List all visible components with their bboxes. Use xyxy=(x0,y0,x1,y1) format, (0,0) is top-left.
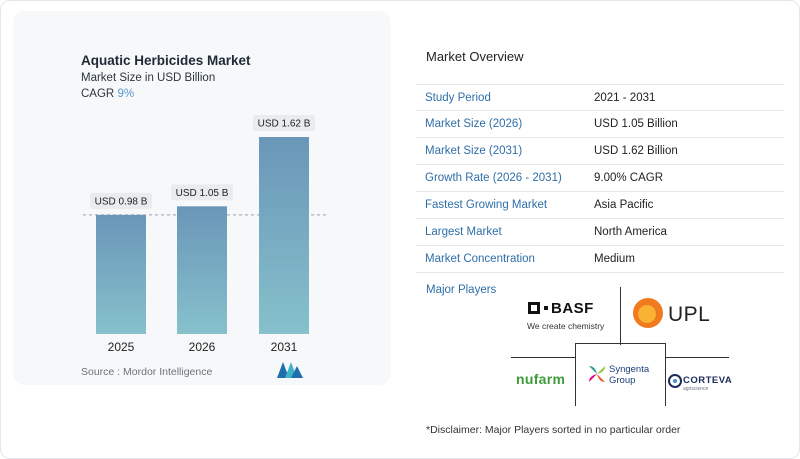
overview-row-label: Largest Market xyxy=(425,226,502,238)
overview-row-value: Medium xyxy=(594,253,635,265)
overview-row: Fastest Growing Market Asia Pacific xyxy=(416,192,784,219)
overview-row: Growth Rate (2026 - 2031) 9.00% CAGR xyxy=(416,165,784,192)
overview-row-value: Asia Pacific xyxy=(594,199,654,211)
divider xyxy=(511,357,575,358)
x-tick-label: 2026 xyxy=(189,340,216,354)
data-label-box xyxy=(253,115,315,131)
overview-row-label: Market Size (2026) xyxy=(425,118,523,130)
syngenta-logo-icon xyxy=(589,366,605,382)
source-note: Source : Mordor Intelligence xyxy=(81,366,213,378)
syngenta-name: Syngenta Group xyxy=(609,364,650,386)
divider xyxy=(620,287,621,345)
nufarm-name: nufarm xyxy=(516,371,566,387)
basf-name: BASF xyxy=(551,300,594,317)
bar xyxy=(259,137,309,334)
overview-row: Market Size (2026) USD 1.05 Billion xyxy=(416,111,784,138)
divider xyxy=(665,343,666,406)
cagr-value: 9% xyxy=(117,88,135,100)
overview-row-label: Market Size (2031) xyxy=(425,145,523,157)
overview-row-label: Fastest Growing Market xyxy=(425,199,548,211)
data-label-box xyxy=(90,192,152,209)
data-label: USD 1.05 B xyxy=(171,184,233,201)
disclaimer: *Disclaimer: Major Players sorted in no … xyxy=(426,424,681,436)
corteva-logo-icon xyxy=(668,374,682,388)
overview-row-value: USD 1.62 Billion xyxy=(594,145,678,157)
corteva-name: CORTEVA xyxy=(683,375,733,386)
data-label: USD 1.62 B xyxy=(253,115,315,131)
basf-logo-icon xyxy=(528,302,548,314)
overview-row: Largest Market North America xyxy=(416,219,784,246)
overview-row-label: Market Concentration xyxy=(425,253,535,265)
overview-row-value: USD 1.05 Billion xyxy=(594,118,678,130)
overview-row-value: North America xyxy=(594,226,667,238)
bar xyxy=(177,206,227,334)
overview-row: Market Size (2031) USD 1.62 Billion xyxy=(416,138,784,165)
overview-row-value: 9.00% CAGR xyxy=(594,172,664,184)
overview-row: Study Period 2021 - 2031 xyxy=(416,84,784,111)
overview-row-label: Study Period xyxy=(425,92,491,104)
chart-title: Aquatic Herbicides Market xyxy=(81,53,251,68)
corteva-subtitle: agriscience xyxy=(683,386,709,392)
cagr-line: CAGR 9% xyxy=(81,88,134,100)
overview-title: Market Overview xyxy=(426,49,524,64)
bar xyxy=(96,214,146,334)
upl-name: UPL xyxy=(668,303,711,326)
overview-row: Market Concentration Medium xyxy=(416,246,784,273)
data-label-text: USD 0.98 B xyxy=(95,196,148,207)
divider xyxy=(575,343,576,406)
data-label-text: USD 1.05 B xyxy=(176,188,229,199)
divider xyxy=(575,343,665,344)
data-label: USD 0.98 B xyxy=(90,192,152,209)
bar-chart: USD 0.98 B 2025 USD 1.05 B 2026 USD 1.62 B 20… xyxy=(83,115,328,354)
chart-subtitle: Market Size in USD Billion xyxy=(81,72,216,84)
overview-row-label: Growth Rate (2026 - 2031) xyxy=(425,172,562,184)
cagr-label: CAGR xyxy=(81,88,115,100)
brand-logo-icon xyxy=(277,362,303,378)
divider xyxy=(665,357,729,358)
data-label-box xyxy=(171,184,233,201)
data-label-text: USD 1.62 B xyxy=(258,119,311,130)
upl-logo-icon xyxy=(633,298,663,328)
x-tick-label: 2031 xyxy=(271,340,298,354)
major-players-label: Major Players xyxy=(426,284,497,296)
x-tick-label: 2025 xyxy=(108,340,135,354)
basf-tagline: We create chemistry xyxy=(527,321,605,331)
overview-row-value: 2021 - 2031 xyxy=(594,92,656,104)
